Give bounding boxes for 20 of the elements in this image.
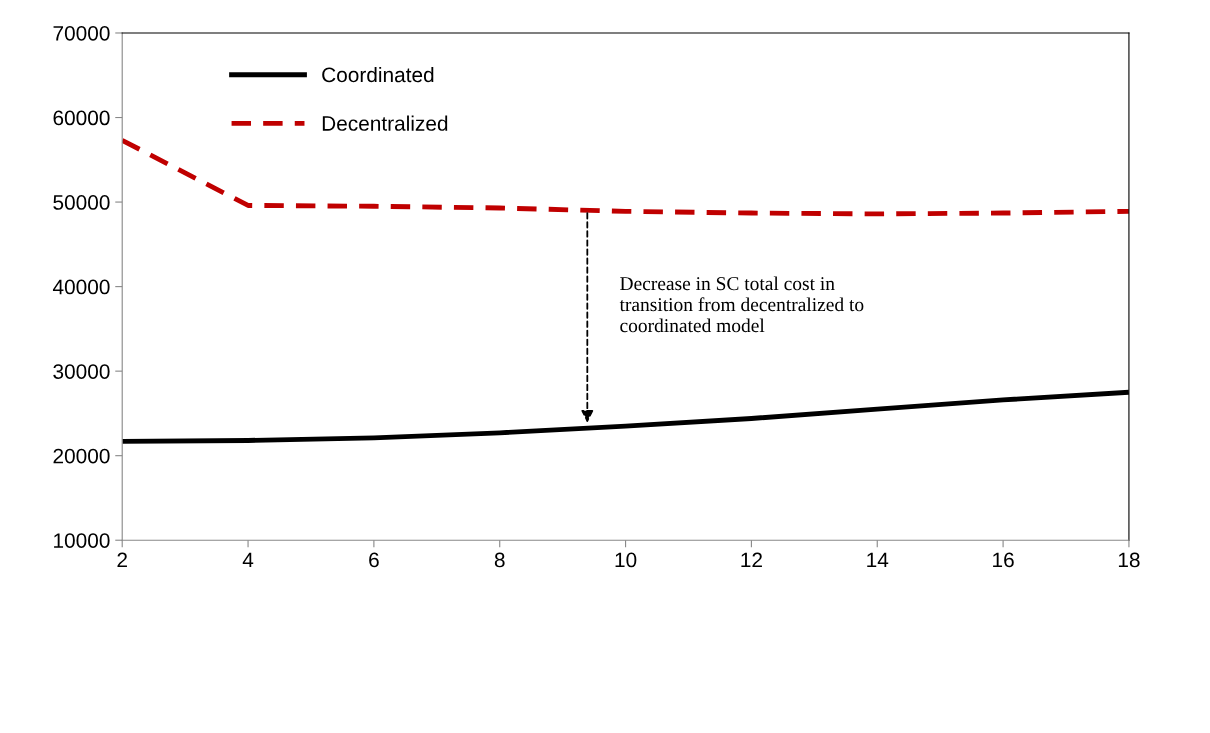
y-tick-label: 40000 [52, 279, 110, 295]
y-tick-label: 50000 [53, 195, 110, 210]
x-tick-label: 18 [1118, 552, 1140, 568]
line-series [122, 137, 1129, 217]
x-tick-label: 6 [369, 552, 379, 568]
legend-label: Decentralized [322, 115, 448, 131]
x-tick-label: 10 [615, 552, 637, 568]
annotation: Decrease in SC total cost in transition from decentralized to coordinated model [619, 276, 864, 333]
x-tick-label: 12 [741, 552, 762, 568]
x-tick-label: 4 [242, 552, 254, 568]
y-tick-label: 30000 [53, 364, 110, 379]
y-tick-label: 20000 [53, 448, 110, 464]
y-tick-label: 10000 [54, 533, 110, 548]
x-tick-label: 2 [117, 552, 127, 568]
y-tick-label: 60000 [53, 110, 110, 126]
x-tick-label: 8 [494, 552, 505, 568]
x-tick-label: 14 [867, 552, 889, 568]
x-tick-label: 16 [993, 552, 1014, 568]
legend-label: Coordinated [322, 66, 434, 83]
y-tick-label: 70000 [53, 25, 110, 41]
